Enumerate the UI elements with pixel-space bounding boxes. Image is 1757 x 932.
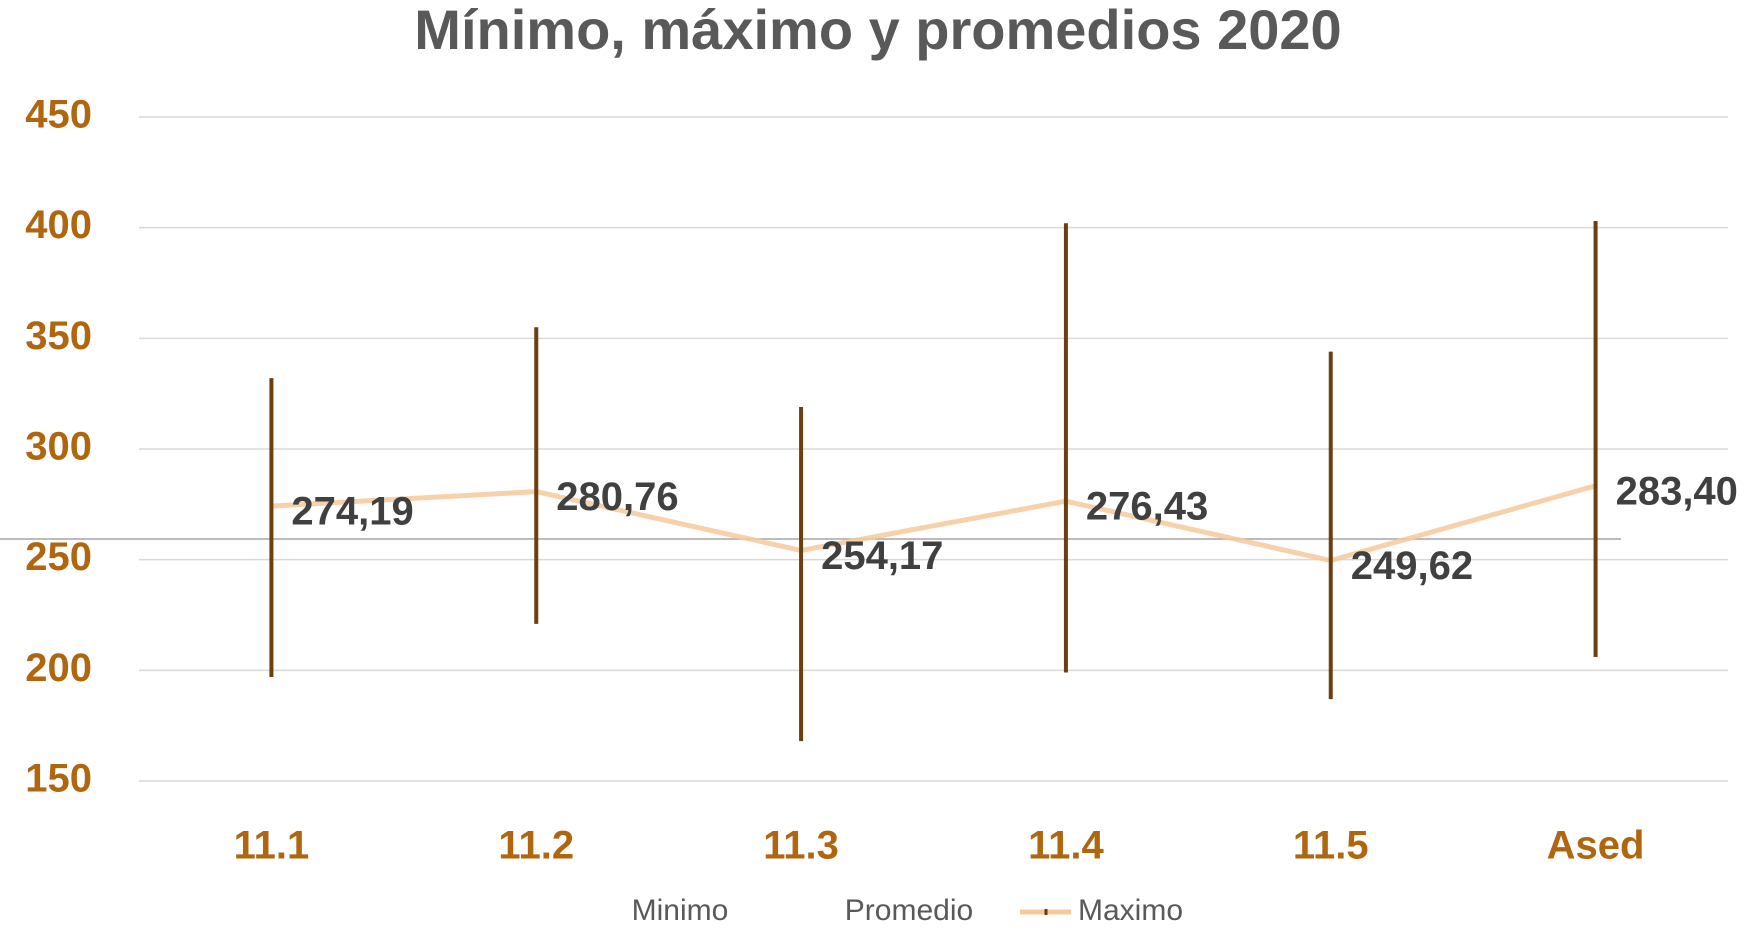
x-tick-label: 11.2	[498, 824, 574, 868]
x-tick-label: 11.3	[763, 824, 839, 868]
x-tick-label: Ased	[1547, 824, 1645, 868]
chart-title: Mínimo, máximo y promedios 2020	[414, 0, 1341, 61]
data-label: 254,17	[821, 534, 943, 578]
legend-label: Maximo	[1078, 894, 1183, 927]
data-label: 280,76	[556, 475, 678, 519]
data-label: 276,43	[1086, 485, 1208, 529]
average-line	[271, 483, 1597, 564]
data-label: 274,19	[291, 490, 413, 534]
y-tick-label: 150	[25, 757, 92, 801]
legend-label: Minimo	[632, 894, 729, 927]
data-label: 249,62	[1351, 544, 1473, 588]
y-tick-label: 350	[25, 314, 92, 358]
data-label: 283,40	[1616, 469, 1738, 513]
y-tick-label: 450	[25, 93, 92, 137]
y-tick-label: 400	[25, 203, 92, 247]
y-tick-label: 300	[25, 425, 92, 469]
y-tick-label: 200	[25, 646, 92, 690]
legend-label: Promedio	[845, 894, 973, 927]
x-tick-label: 11.1	[234, 824, 310, 868]
y-tick-label: 250	[25, 535, 92, 579]
x-tick-label: 11.4	[1028, 824, 1104, 868]
x-tick-label: 11.5	[1293, 824, 1369, 868]
